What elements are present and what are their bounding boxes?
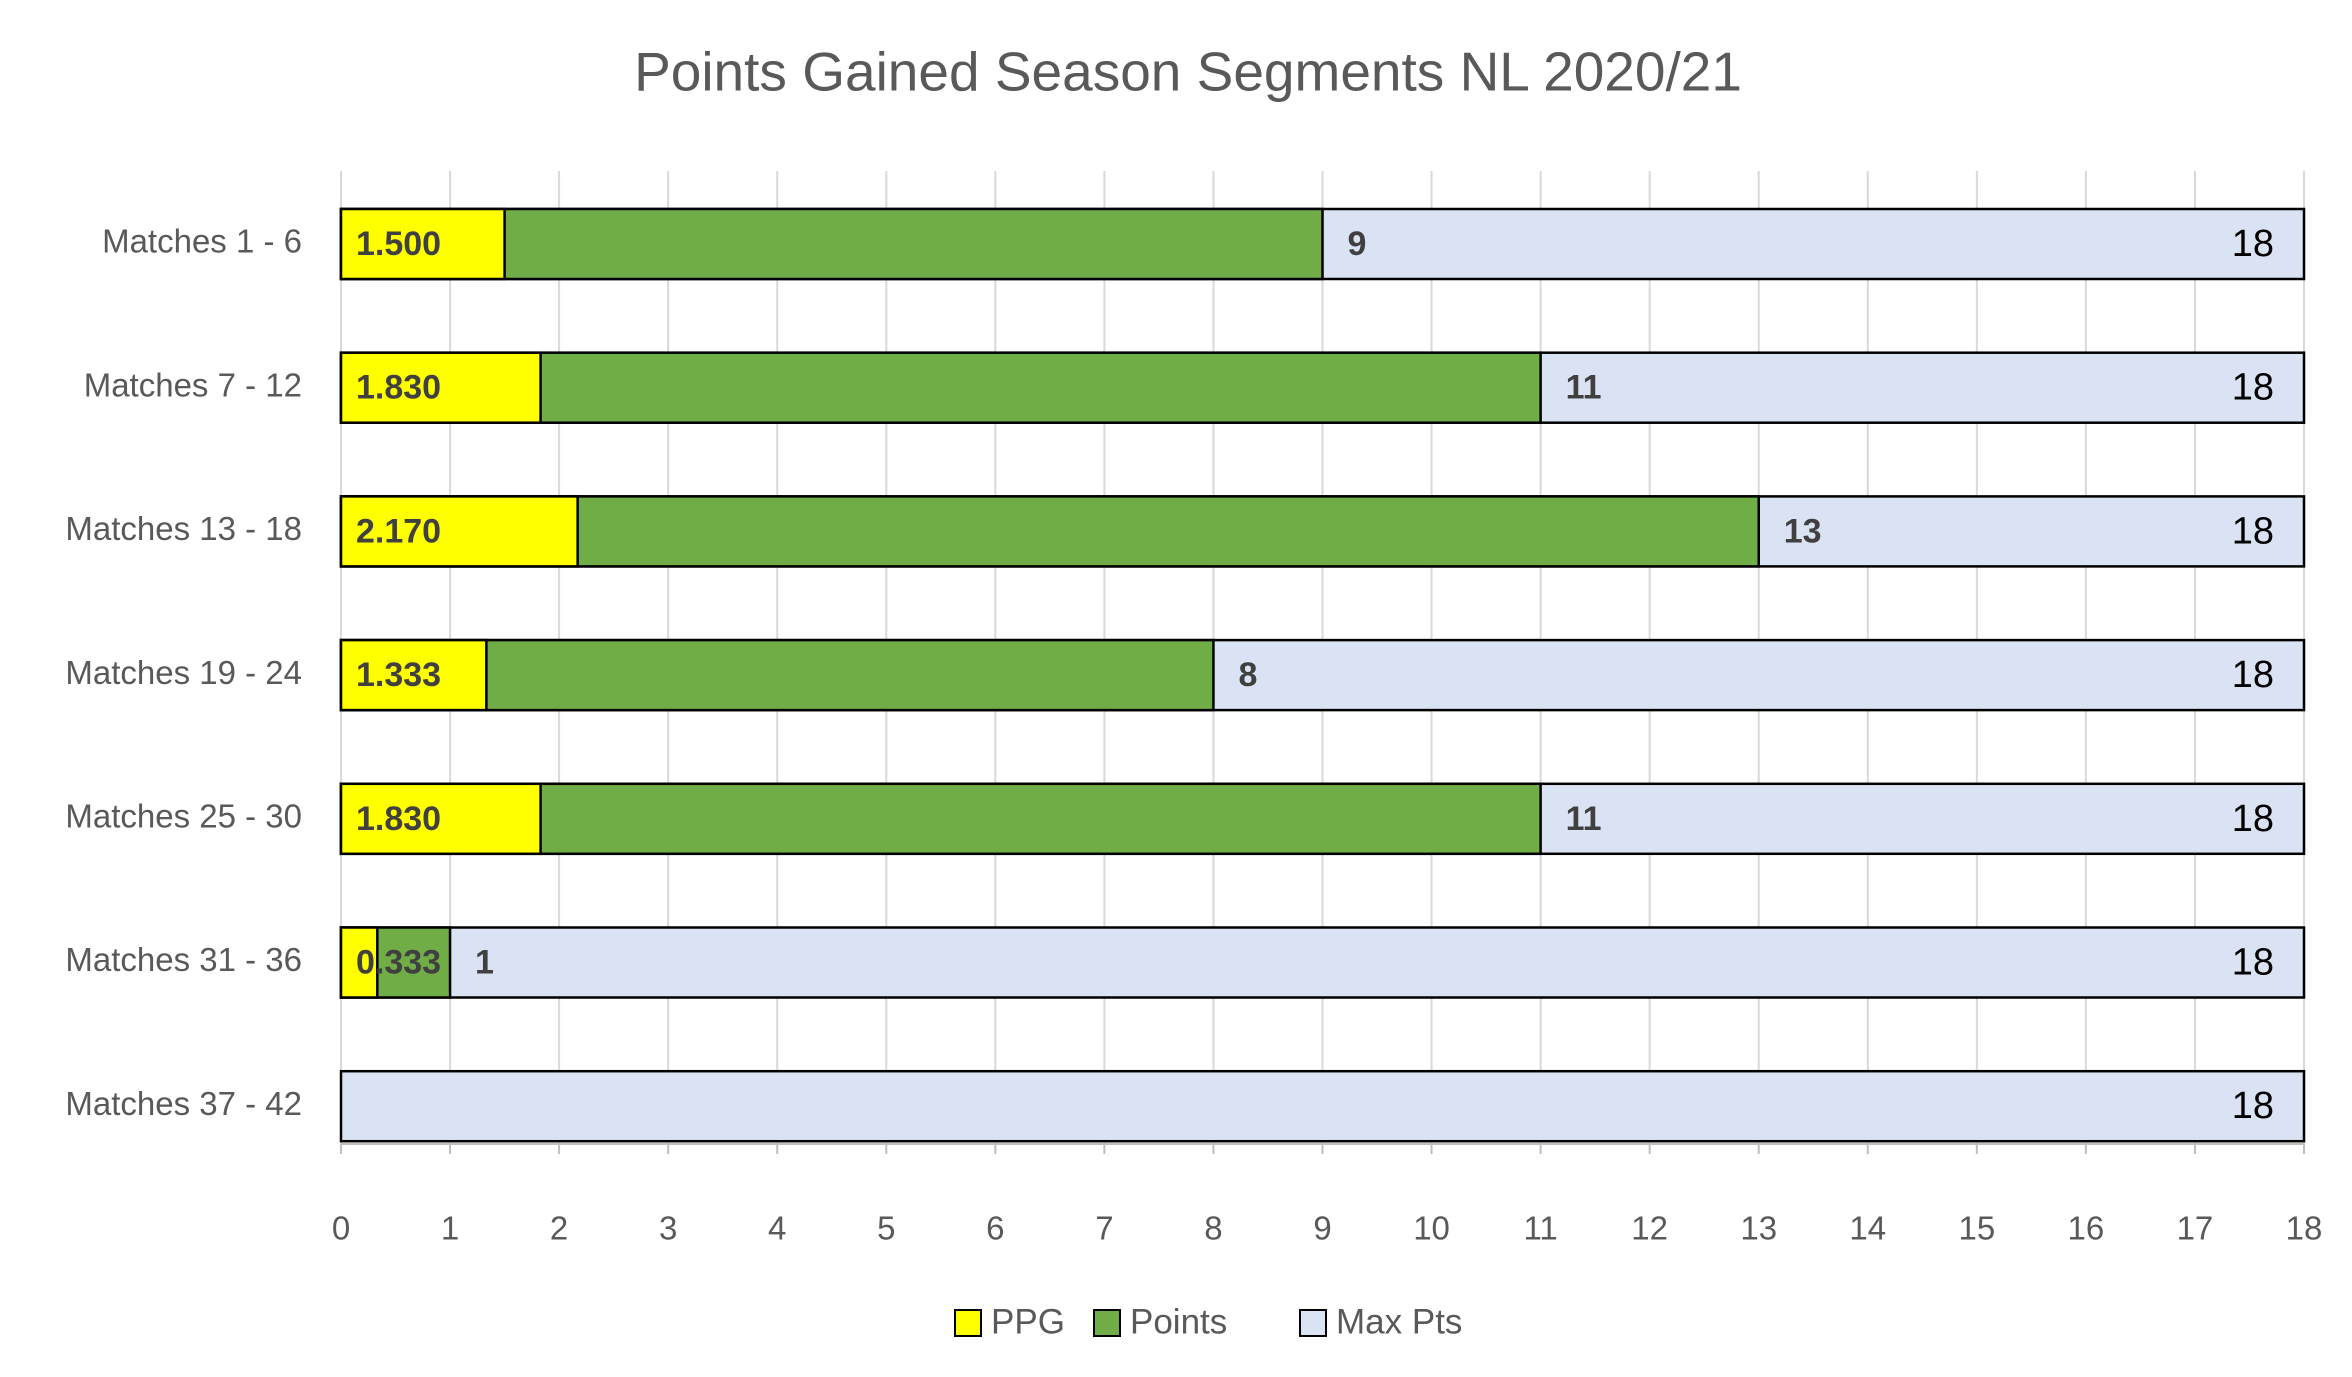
data-label: 11: [1566, 369, 1602, 407]
legend-swatch: [954, 1309, 982, 1337]
x-tick-label: 0: [332, 1210, 350, 1247]
x-tick-label: 10: [1413, 1210, 1450, 1247]
y-tick-label: Matches 19 - 24: [65, 654, 302, 691]
x-tick-label: 13: [1740, 1210, 1777, 1247]
data-label: 1.333: [356, 656, 441, 694]
data-label: 0.333: [356, 943, 441, 981]
bar: [339, 495, 579, 568]
x-tick-label: 12: [1631, 1210, 1668, 1247]
bar: [339, 782, 542, 856]
bar: [339, 638, 488, 712]
legend-label: PPG: [991, 1302, 1065, 1341]
x-tick-label: 4: [768, 1210, 786, 1247]
legend-swatch: [1299, 1309, 1327, 1337]
legend-label: Max Pts: [1336, 1302, 1462, 1341]
x-tick-label: 11: [1523, 1210, 1557, 1247]
x-tick-label: 1: [441, 1210, 459, 1247]
x-tick-label: 16: [2068, 1210, 2105, 1247]
x-tick-label: 6: [986, 1210, 1004, 1247]
y-tick-label: Matches 1 - 6: [102, 223, 302, 260]
data-label: 1.500: [356, 225, 441, 263]
bar: [339, 926, 379, 999]
bar: [339, 1069, 2306, 1143]
chart-title: Points Gained Season Segments NL 2020/21: [634, 41, 1742, 103]
x-tick-label: 3: [659, 1210, 677, 1247]
data-label: 18: [2232, 367, 2274, 409]
data-label: 18: [2232, 223, 2274, 265]
data-label: 18: [2232, 654, 2274, 696]
x-tick-label: 7: [1095, 1210, 1113, 1247]
x-tick-label: 17: [2177, 1210, 2214, 1247]
data-label: 9: [1348, 225, 1367, 263]
y-tick-label: Matches 31 - 36: [65, 941, 302, 978]
data-label: 1: [475, 943, 494, 981]
legend-swatch: [1093, 1309, 1121, 1337]
data-label: 11: [1566, 800, 1602, 838]
data-label: 18: [2232, 1085, 2274, 1127]
bar: [339, 207, 506, 281]
x-tick-label: 5: [877, 1210, 895, 1247]
x-tick-label: 15: [1958, 1210, 1995, 1247]
x-tick-label: 2: [550, 1210, 568, 1247]
data-label: 8: [1238, 656, 1257, 694]
data-label: 1.830: [356, 369, 441, 407]
data-label: 13: [1784, 512, 1822, 550]
y-tick-label: Matches 25 - 30: [65, 798, 302, 835]
bar: [339, 926, 2306, 999]
data-label: 18: [2232, 798, 2274, 840]
x-tick-label: 8: [1204, 1210, 1222, 1247]
x-tick-label: 18: [2286, 1210, 2323, 1247]
legend-label: Points: [1130, 1302, 1227, 1341]
data-label: 18: [2232, 510, 2274, 552]
data-label: 1.830: [356, 800, 441, 838]
y-tick-label: Matches 7 - 12: [84, 366, 302, 403]
x-tick-label: 14: [1849, 1210, 1886, 1247]
y-tick-label: Matches 37 - 42: [65, 1085, 302, 1122]
data-label: 18: [2232, 942, 2274, 984]
y-tick-label: Matches 13 - 18: [65, 510, 302, 547]
data-label: 2.170: [356, 512, 441, 550]
x-tick-label: 9: [1313, 1210, 1331, 1247]
bar: [339, 351, 542, 424]
